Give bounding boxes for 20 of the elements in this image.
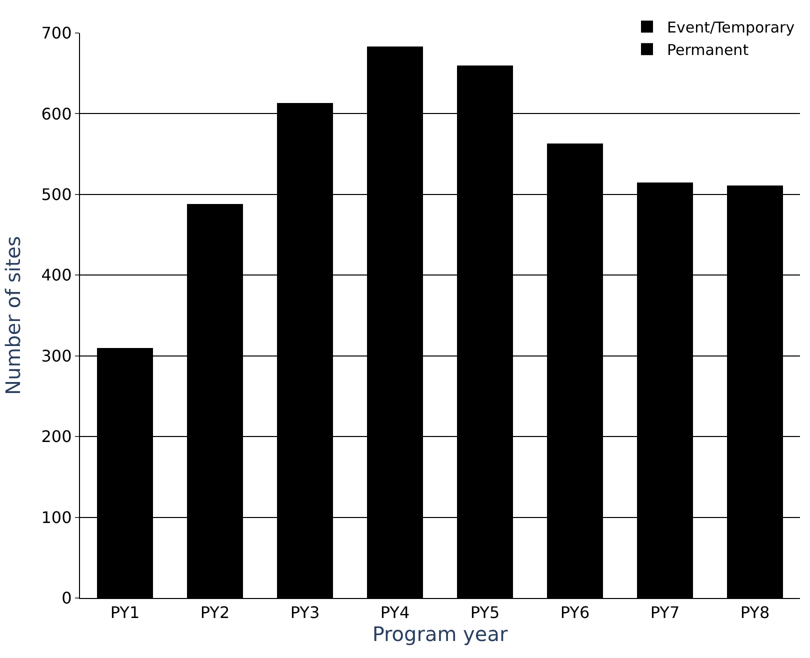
y-tick-label: 400	[41, 266, 72, 285]
y-tick-label: 600	[41, 104, 72, 124]
x-axis-title: Program year	[372, 622, 508, 646]
y-tick-label: 300	[41, 346, 72, 366]
x-tick-label: PY8	[740, 603, 770, 622]
x-tick-label: PY5	[470, 603, 500, 622]
y-tick-label: 200	[41, 427, 72, 446]
legend-label: Event/Temporary	[667, 18, 795, 36]
x-tick-label: PY1	[110, 603, 140, 622]
y-tick-label: 0	[62, 588, 72, 608]
x-tick-label: PY7	[650, 603, 680, 622]
x-tick-label: PY2	[200, 603, 230, 622]
y-axis-title: Number of sites	[0, 236, 25, 395]
y-tick-label: 500	[41, 185, 72, 204]
legend-label: Permanent	[667, 41, 749, 59]
y-tick-label: 100	[41, 508, 72, 527]
x-tick-label: PY4	[380, 603, 410, 622]
x-tick-label: PY3	[290, 603, 320, 622]
x-tick-label: PY6	[560, 603, 590, 622]
y-tick-label: 700	[41, 24, 72, 43]
